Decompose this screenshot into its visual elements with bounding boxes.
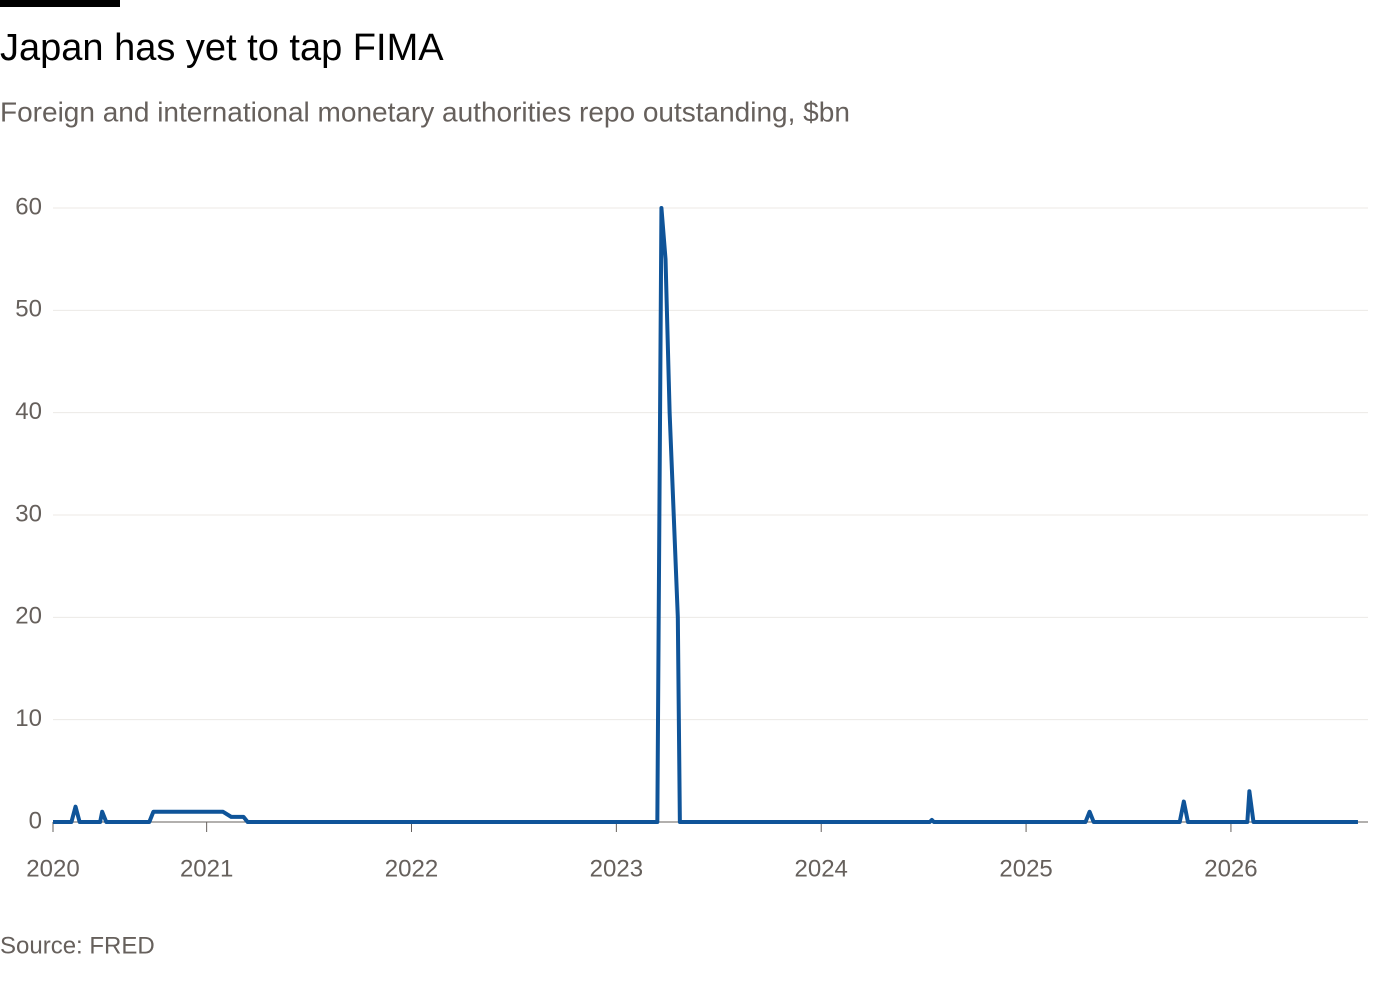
y-tick-label: 20	[15, 603, 42, 630]
chart-title: Japan has yet to tap FIMA	[0, 27, 444, 69]
y-tick-label: 50	[15, 296, 42, 323]
x-tick-label: 2021	[180, 855, 233, 882]
x-tick-label: 2026	[1204, 855, 1257, 882]
source: Source: FRED	[0, 932, 155, 959]
x-tick-label: 2023	[590, 855, 643, 882]
x-tick-label: 2024	[795, 855, 848, 882]
x-tick-label: 2020	[26, 855, 79, 882]
y-tick-label: 40	[15, 398, 42, 425]
chart-subtitle: Foreign and international monetary autho…	[0, 96, 850, 127]
x-tick-label: 2022	[385, 855, 438, 882]
y-tick-label: 30	[15, 500, 42, 527]
data-line	[53, 206, 1358, 824]
y-tick-label: 60	[15, 193, 42, 220]
brand-bar	[0, 0, 120, 7]
x-tick-label: 2025	[999, 855, 1052, 882]
y-tick-label: 10	[15, 705, 42, 732]
y-tick-label: 0	[29, 807, 42, 834]
